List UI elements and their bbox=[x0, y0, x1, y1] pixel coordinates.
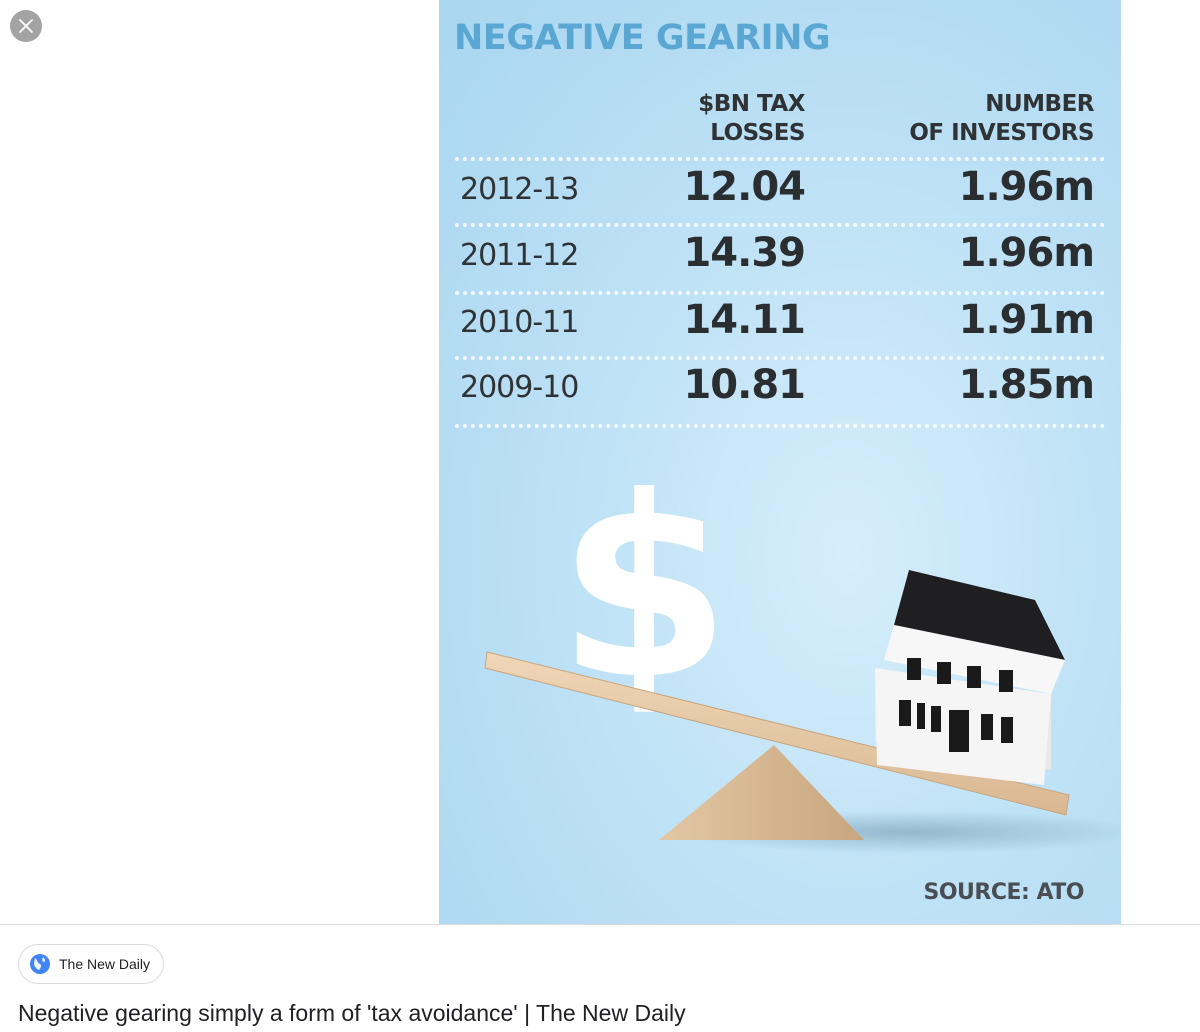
row-investors: 1.91m bbox=[958, 297, 1095, 343]
row-tax-losses: 14.39 bbox=[683, 230, 806, 276]
row-investors: 1.96m bbox=[958, 230, 1095, 276]
dotted-divider bbox=[455, 424, 1105, 428]
table-row: 2011-12 14.39 1.96m bbox=[439, 230, 1121, 290]
dotted-divider bbox=[455, 223, 1105, 227]
row-investors: 1.85m bbox=[958, 362, 1095, 408]
column-header-line: LOSSES bbox=[710, 120, 805, 146]
source-site-name: The New Daily bbox=[59, 956, 151, 972]
row-tax-losses: 14.11 bbox=[683, 297, 806, 343]
house-icon bbox=[875, 570, 1065, 785]
dotted-divider bbox=[455, 356, 1105, 360]
row-year: 2012-13 bbox=[460, 172, 579, 207]
seesaw-illustration: $ bbox=[484, 443, 1121, 854]
row-year: 2011-12 bbox=[460, 238, 579, 273]
row-tax-losses: 10.81 bbox=[683, 362, 806, 408]
divider bbox=[0, 924, 1200, 925]
column-header-line: $BN TAX bbox=[698, 91, 805, 117]
close-button[interactable] bbox=[10, 10, 42, 42]
column-header-line: OF INVESTORS bbox=[909, 120, 1094, 146]
column-header-tax-losses: $BN TAX LOSSES bbox=[698, 90, 805, 148]
seesaw-plank bbox=[484, 651, 1070, 816]
row-tax-losses: 12.04 bbox=[683, 164, 806, 210]
row-investors: 1.96m bbox=[958, 164, 1095, 210]
table-row: 2010-11 14.11 1.91m bbox=[439, 297, 1121, 357]
source-site-chip[interactable]: The New Daily bbox=[18, 944, 165, 984]
infographic-source: SOURCE: ATO bbox=[923, 880, 1084, 905]
dotted-divider bbox=[455, 157, 1105, 161]
seesaw-fulcrum bbox=[659, 745, 864, 840]
table-row: 2009-10 10.81 1.85m bbox=[439, 362, 1121, 422]
column-header-line: NUMBER bbox=[985, 91, 1094, 117]
dotted-divider bbox=[455, 291, 1105, 295]
globe-icon bbox=[30, 954, 50, 974]
table-row: 2012-13 12.04 1.96m bbox=[439, 164, 1121, 224]
close-icon bbox=[19, 19, 33, 33]
row-year: 2009-10 bbox=[460, 370, 579, 405]
row-year: 2010-11 bbox=[460, 305, 579, 340]
infographic-title: NEGATIVE GEARING bbox=[454, 18, 831, 58]
result-caption-link[interactable]: Negative gearing simply a form of 'tax a… bbox=[18, 1000, 686, 1026]
column-header-investors: NUMBER OF INVESTORS bbox=[909, 90, 1094, 148]
image-viewer[interactable]: NEGATIVE GEARING $BN TAX LOSSES NUMBER O… bbox=[439, 0, 1121, 924]
